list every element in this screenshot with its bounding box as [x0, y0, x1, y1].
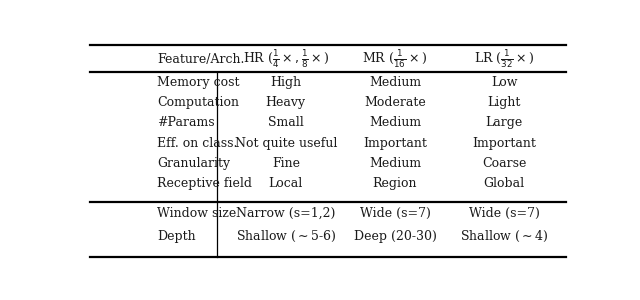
Text: Heavy: Heavy: [266, 96, 306, 109]
Text: Deep (20-30): Deep (20-30): [353, 230, 436, 243]
Text: Global: Global: [483, 177, 525, 190]
Text: Depth: Depth: [157, 230, 195, 243]
Text: Receptive field: Receptive field: [157, 177, 252, 190]
Text: Large: Large: [486, 116, 523, 129]
Text: Light: Light: [488, 96, 521, 109]
Text: Region: Region: [372, 177, 417, 190]
Text: Narrow (s=1,2): Narrow (s=1,2): [236, 207, 335, 220]
Text: LR ($\frac{1}{32}\times$): LR ($\frac{1}{32}\times$): [474, 48, 534, 70]
Text: Moderate: Moderate: [364, 96, 426, 109]
Text: HR ($\frac{1}{4}\times,\frac{1}{8}\times$): HR ($\frac{1}{4}\times,\frac{1}{8}\times…: [243, 48, 329, 70]
Text: #Params: #Params: [157, 116, 214, 129]
Text: Memory cost: Memory cost: [157, 76, 239, 89]
Text: Window size: Window size: [157, 207, 236, 220]
Text: Shallow ($\sim$5-6): Shallow ($\sim$5-6): [236, 229, 336, 244]
Text: Computation: Computation: [157, 96, 239, 109]
Text: Shallow ($\sim$4): Shallow ($\sim$4): [460, 229, 548, 244]
Text: Important: Important: [363, 137, 427, 150]
Text: Important: Important: [472, 137, 536, 150]
Text: Coarse: Coarse: [482, 157, 526, 170]
Text: Wide (s=7): Wide (s=7): [468, 207, 540, 220]
Text: Low: Low: [491, 76, 517, 89]
Text: High: High: [270, 76, 301, 89]
Text: Medium: Medium: [369, 116, 421, 129]
Text: Granularity: Granularity: [157, 157, 230, 170]
Text: Medium: Medium: [369, 157, 421, 170]
Text: Local: Local: [269, 177, 303, 190]
Text: Fine: Fine: [272, 157, 300, 170]
Text: MR ($\frac{1}{16}\times$): MR ($\frac{1}{16}\times$): [362, 48, 428, 70]
Text: Wide (s=7): Wide (s=7): [360, 207, 430, 220]
Text: Medium: Medium: [369, 76, 421, 89]
Text: Feature/Arch.: Feature/Arch.: [157, 52, 244, 66]
Text: Eff. on class.: Eff. on class.: [157, 137, 237, 150]
Text: Not quite useful: Not quite useful: [235, 137, 337, 150]
Text: Small: Small: [268, 116, 304, 129]
